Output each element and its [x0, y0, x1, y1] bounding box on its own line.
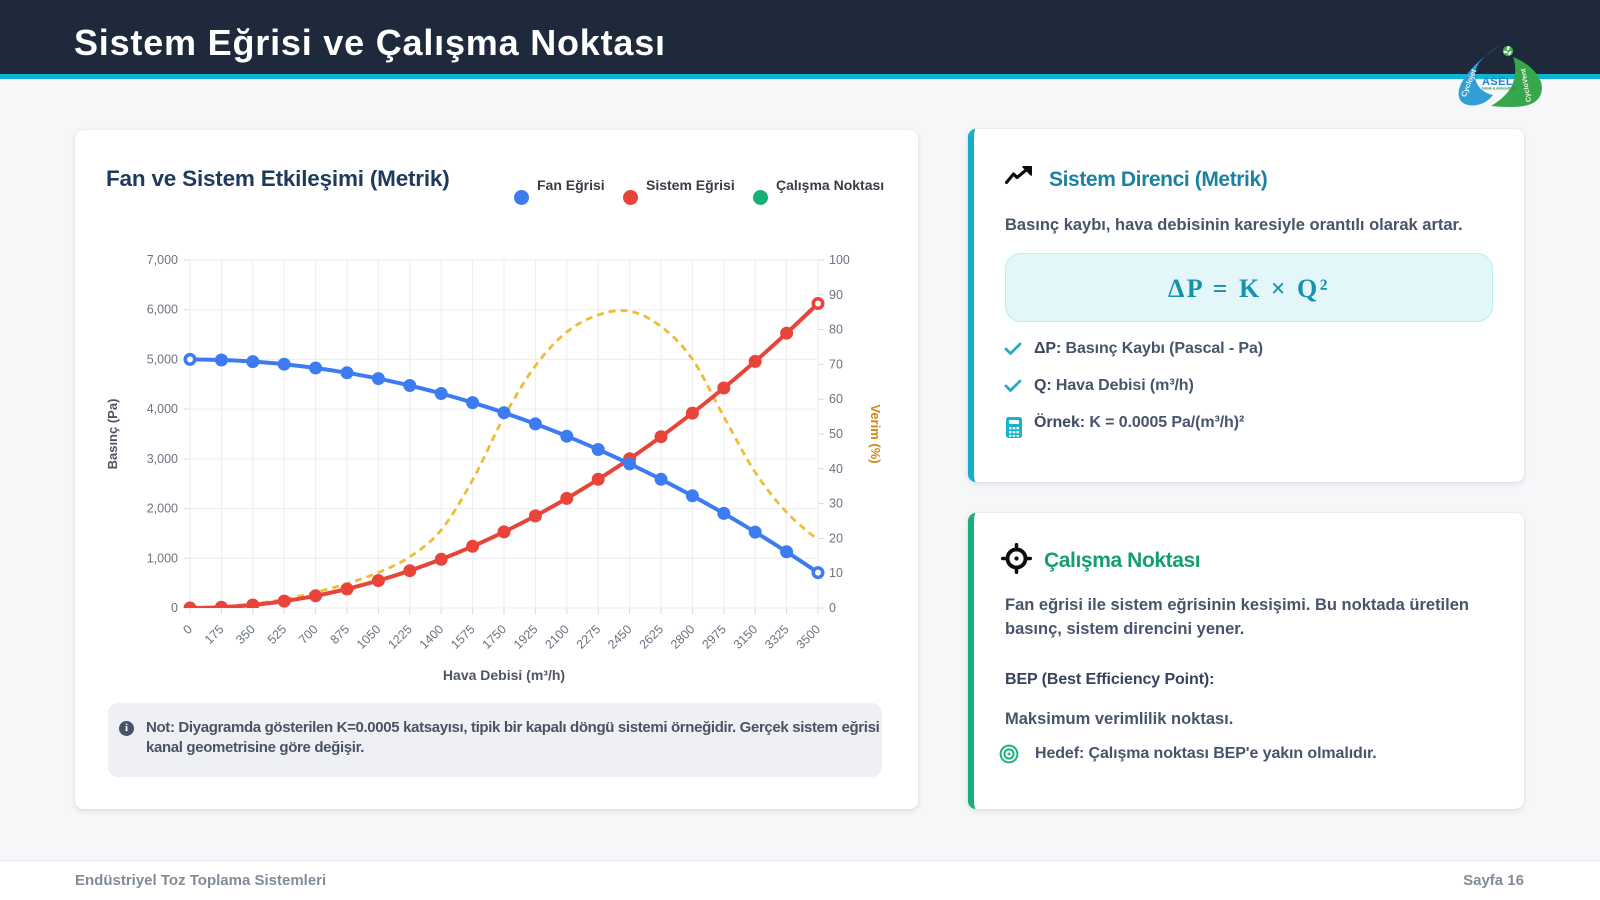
- svg-text:1,000: 1,000: [147, 551, 178, 565]
- svg-text:1225: 1225: [385, 622, 415, 652]
- svg-text:2450: 2450: [605, 622, 635, 652]
- svg-text:1400: 1400: [417, 622, 447, 652]
- svg-text:100: 100: [829, 253, 850, 267]
- svg-text:875: 875: [327, 622, 352, 647]
- svg-text:1750: 1750: [480, 622, 510, 652]
- svg-text:50: 50: [829, 427, 843, 441]
- svg-text:70: 70: [829, 357, 843, 371]
- svg-text:525: 525: [265, 622, 290, 647]
- svg-text:2275: 2275: [574, 622, 604, 652]
- svg-text:90: 90: [829, 288, 843, 302]
- svg-text:3150: 3150: [731, 622, 761, 652]
- svg-text:10: 10: [829, 566, 843, 580]
- svg-text:2,000: 2,000: [147, 502, 178, 516]
- svg-text:700: 700: [296, 622, 321, 647]
- svg-text:1575: 1575: [448, 622, 478, 652]
- svg-text:7,000: 7,000: [147, 253, 178, 267]
- svg-text:1925: 1925: [511, 622, 541, 652]
- svg-text:40: 40: [829, 462, 843, 476]
- svg-text:Hava Debisi (m³/h): Hava Debisi (m³/h): [443, 667, 565, 683]
- svg-text:2625: 2625: [637, 622, 667, 652]
- svg-text:Verim (%): Verim (%): [868, 404, 883, 463]
- svg-text:30: 30: [829, 497, 843, 511]
- svg-text:80: 80: [829, 323, 843, 337]
- svg-text:3,000: 3,000: [147, 452, 178, 466]
- svg-text:2800: 2800: [668, 622, 698, 652]
- svg-text:3500: 3500: [794, 622, 824, 652]
- svg-text:0: 0: [180, 622, 195, 637]
- svg-text:6,000: 6,000: [147, 303, 178, 317]
- svg-text:Basınç (Pa): Basınç (Pa): [105, 399, 120, 470]
- svg-text:4,000: 4,000: [147, 402, 178, 416]
- svg-text:175: 175: [202, 622, 227, 647]
- svg-text:20: 20: [829, 531, 843, 545]
- svg-text:350: 350: [233, 622, 258, 647]
- svg-text:0: 0: [829, 601, 836, 615]
- svg-text:3325: 3325: [762, 622, 792, 652]
- svg-text:0: 0: [171, 601, 178, 615]
- svg-text:5,000: 5,000: [147, 352, 178, 366]
- svg-text:ASEL: ASEL: [1482, 76, 1513, 88]
- svg-text:60: 60: [829, 392, 843, 406]
- svg-text:teknik & mühendislik: teknik & mühendislik: [1482, 87, 1516, 91]
- svg-text:2975: 2975: [699, 622, 729, 652]
- svg-text:1050: 1050: [354, 622, 384, 652]
- svg-text:2100: 2100: [542, 622, 572, 652]
